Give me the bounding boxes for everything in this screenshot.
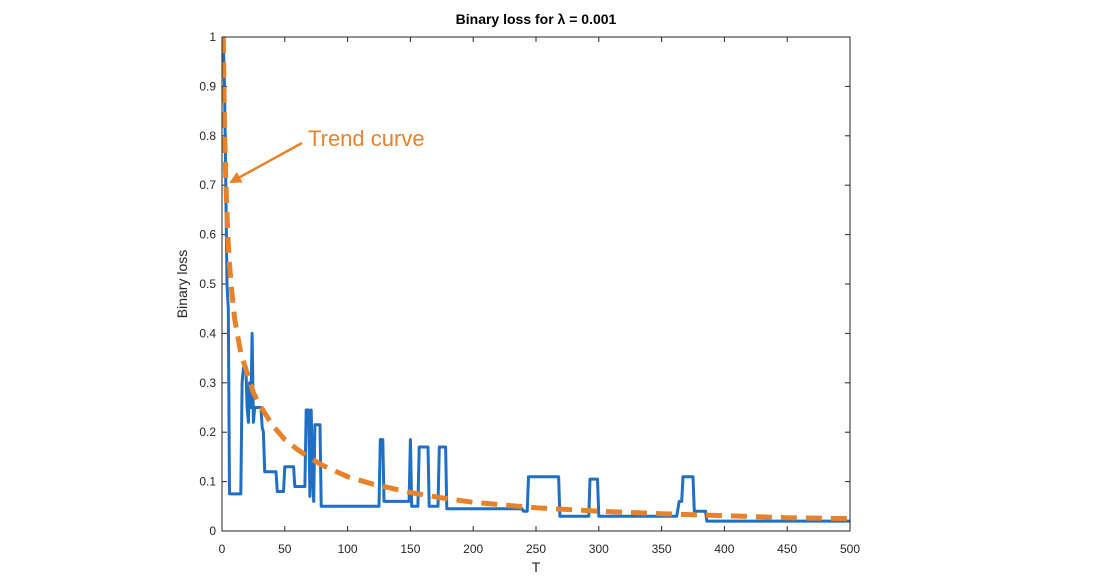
- x-tick-label: 200: [463, 542, 483, 556]
- x-tick-label: 250: [526, 542, 546, 556]
- chart-title: Binary loss for λ = 0.001: [456, 11, 617, 27]
- y-tick-label: 1: [209, 30, 216, 44]
- binary-loss-line: [222, 37, 850, 523]
- x-tick-label: 350: [652, 542, 672, 556]
- y-tick-label: 0.8: [199, 129, 216, 143]
- trend-curve-annotation: Trend curve: [229, 126, 425, 184]
- x-tick-label: 100: [338, 542, 358, 556]
- y-tick-label: 0: [209, 524, 216, 538]
- x-axis-label: T: [532, 559, 541, 575]
- y-tick-label: 0.3: [199, 376, 216, 390]
- y-tick-label: 0.6: [199, 228, 216, 242]
- x-tick-label: 50: [278, 542, 292, 556]
- x-axis-ticks: 0 50 100 150 200 250 300 350 400 450 500: [219, 37, 860, 556]
- x-tick-label: 500: [840, 542, 860, 556]
- x-tick-label: 450: [777, 542, 797, 556]
- y-tick-label: 0.2: [199, 425, 216, 439]
- y-axis-ticks: 0 0.1 0.2 0.3 0.4 0.5 0.6 0.7 0.8 0.9 1: [199, 30, 850, 538]
- annotation-arrow: [229, 141, 303, 184]
- y-tick-label: 0.5: [199, 277, 216, 291]
- annotation-text: Trend curve: [308, 126, 425, 151]
- x-tick-label: 400: [714, 542, 734, 556]
- x-tick-label: 300: [589, 542, 609, 556]
- trend-curve-line: [222, 37, 850, 522]
- plot-area-frame: [221, 36, 851, 532]
- x-tick-label: 0: [219, 542, 226, 556]
- y-tick-label: 0.9: [199, 79, 216, 93]
- y-axis-label: Binary loss: [174, 250, 190, 318]
- y-tick-label: 0.4: [199, 326, 216, 340]
- series-layer: [222, 37, 850, 523]
- x-tick-label: 150: [400, 542, 420, 556]
- y-tick-label: 0.1: [199, 475, 216, 489]
- y-tick-label: 0.7: [199, 178, 216, 192]
